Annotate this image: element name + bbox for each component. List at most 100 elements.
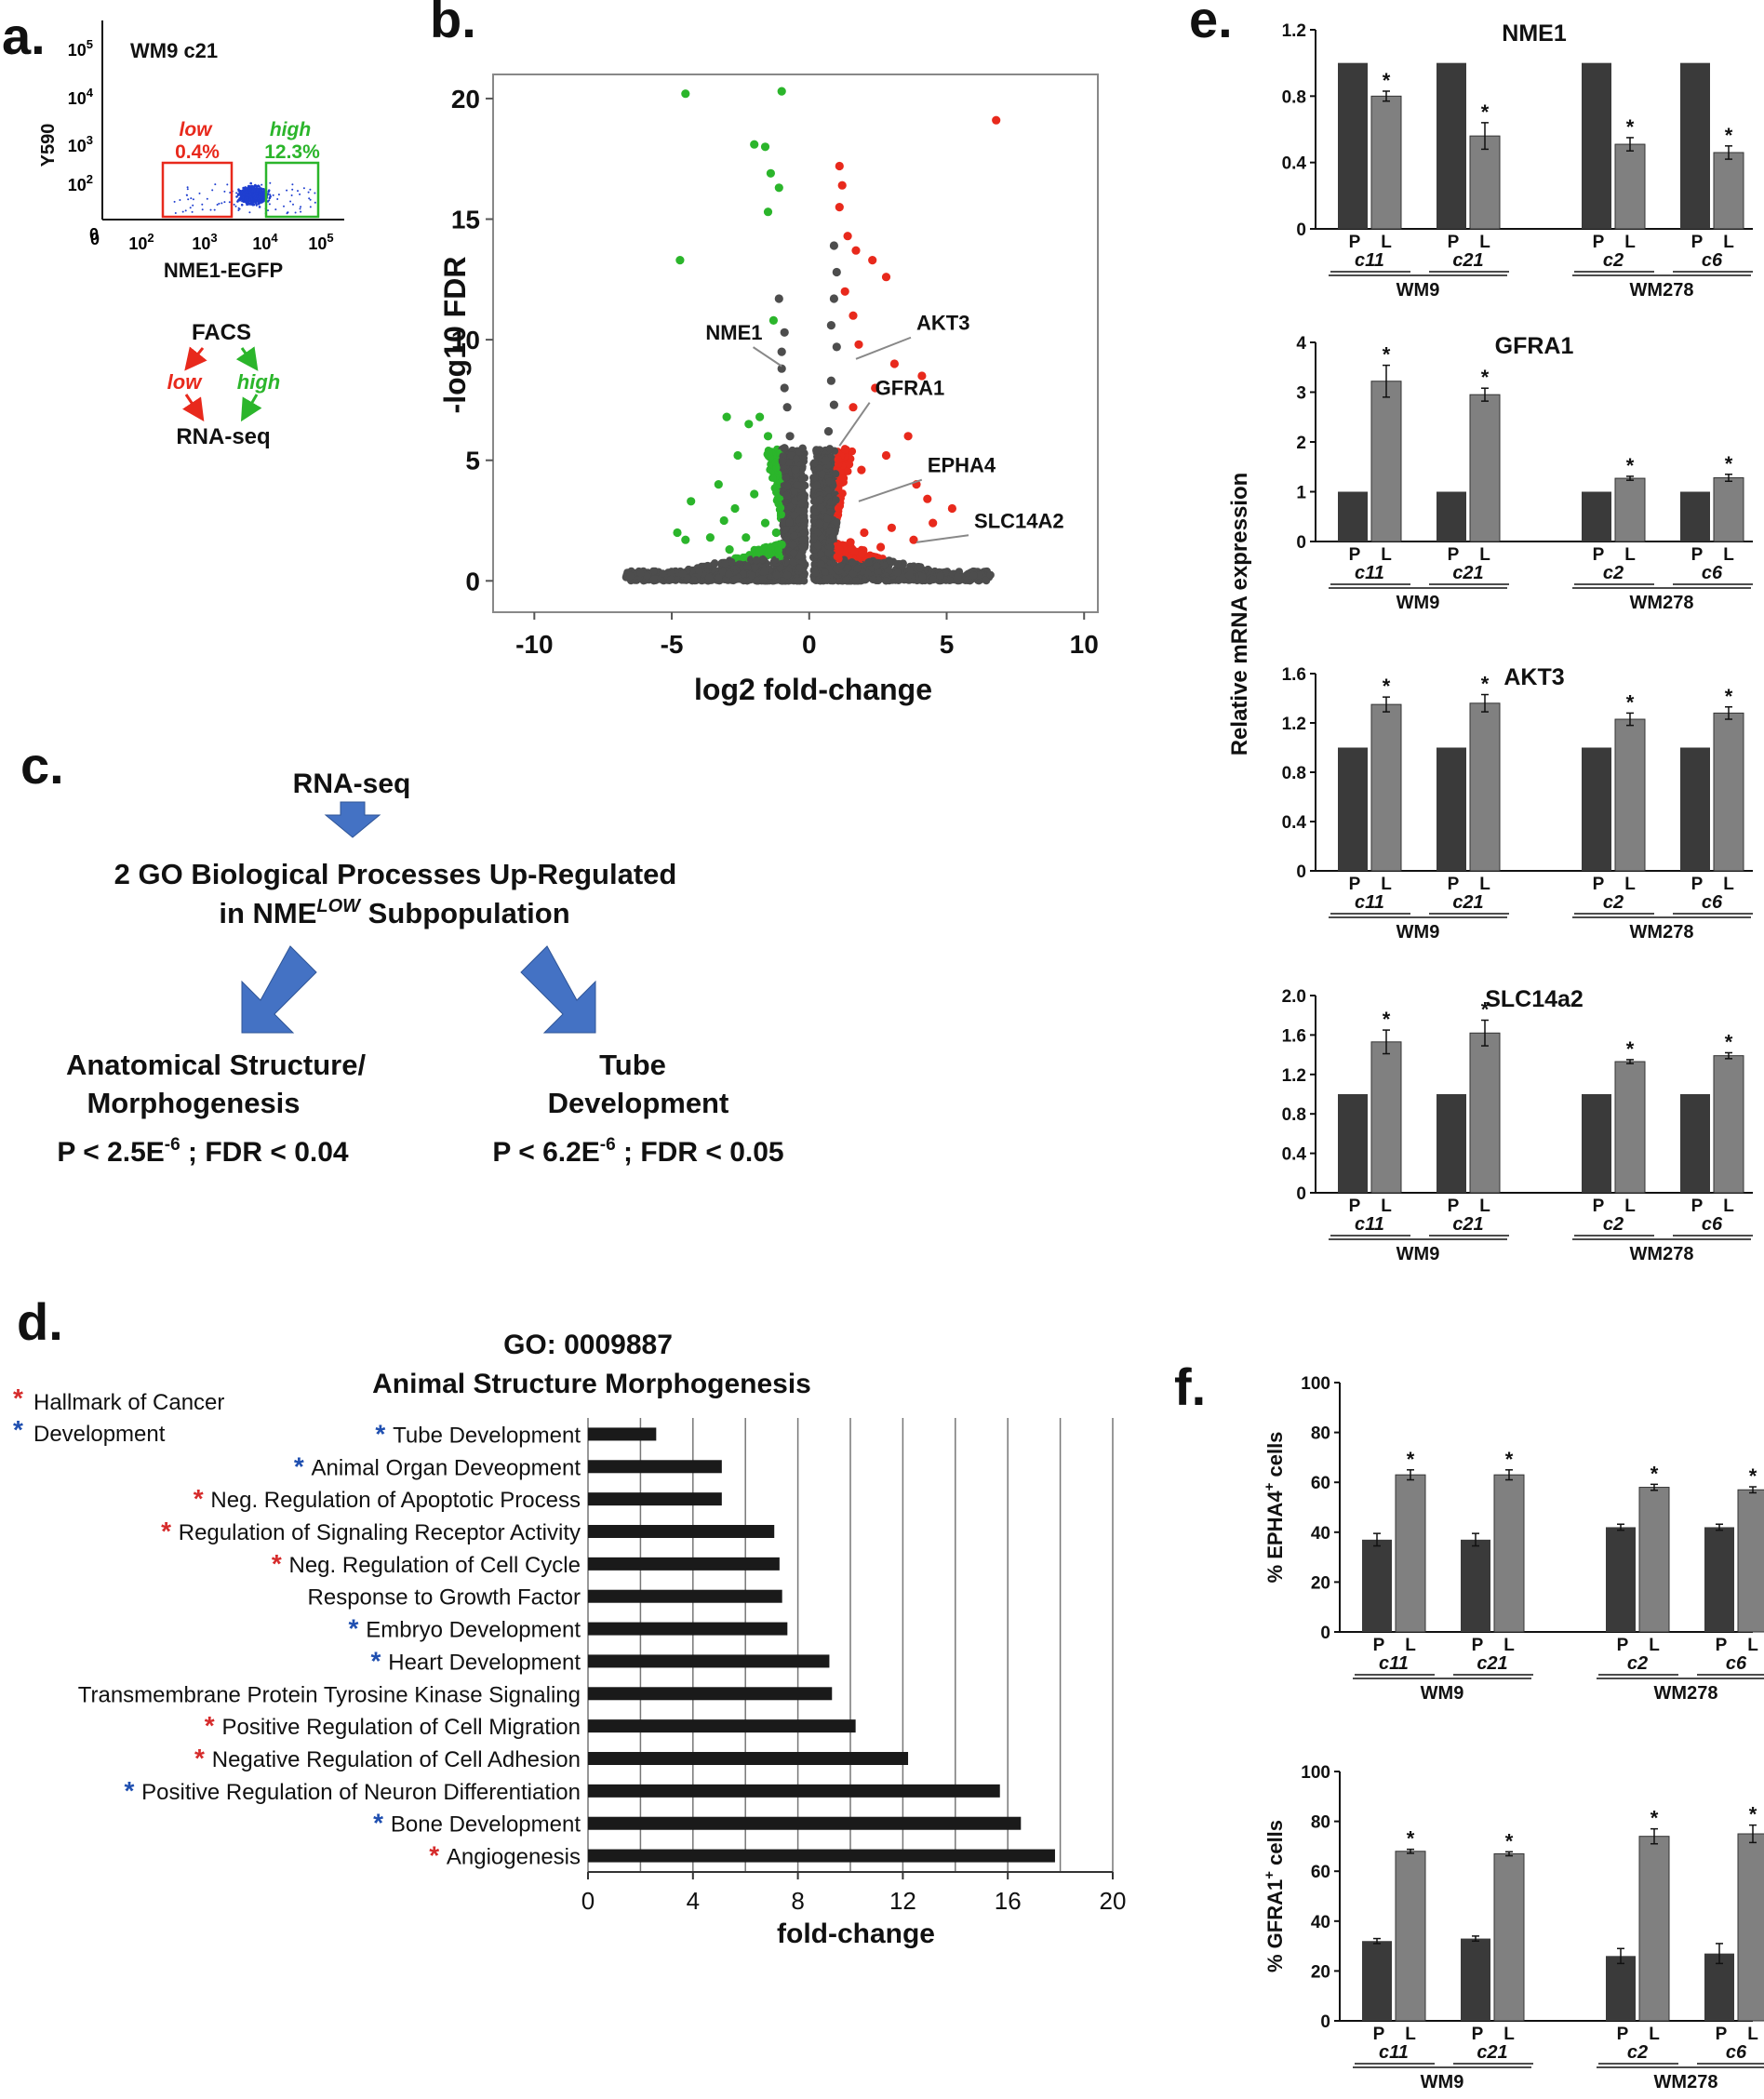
bar-P (1704, 1527, 1734, 1632)
volcano-point-down (763, 207, 773, 217)
ytick-label: 1.2 (1282, 715, 1306, 734)
volcano-point-up (835, 203, 844, 212)
volcano-point-ns (777, 347, 786, 356)
d-star-red: * (272, 1549, 289, 1578)
volcano-point-down (730, 503, 740, 514)
bar-label-L: L (1405, 1636, 1416, 1655)
volcano-bg-point (778, 457, 787, 466)
ytick-label: 60 (1311, 1474, 1330, 1493)
ytick-label: 0 (1296, 1184, 1306, 1204)
bar-label-L: L (1503, 2025, 1515, 2044)
volcano-ytick-label: 15 (451, 206, 480, 234)
significance-star: * (1407, 1448, 1415, 1471)
ytick-label: 0 (1320, 1624, 1330, 1643)
c-left-title2: Morphogenesis (87, 1087, 300, 1119)
bar-label-P: P (1373, 1636, 1385, 1655)
d-category-text: Heart Development (388, 1650, 581, 1675)
d-category-label: * Angiogenesis (429, 1841, 581, 1870)
d-bar (588, 1784, 1000, 1798)
bar-label-L: L (1624, 233, 1636, 252)
c-line2: in NMELOW Subpopulation (219, 896, 569, 929)
volcano-ytick-label: 10 (451, 326, 480, 354)
volcano-bg-point (791, 497, 799, 505)
volcano-point-up (835, 545, 844, 555)
ytick-label: 0 (1320, 2012, 1330, 2032)
volcano-point-down (742, 533, 751, 542)
group-label: WM9 (1421, 1683, 1464, 1704)
flow-event (245, 199, 247, 202)
clone-label: c2 (1603, 1214, 1624, 1235)
flow-event (308, 197, 311, 200)
ytick-label: 0.8 (1282, 764, 1306, 783)
volcano-point-up (887, 523, 897, 532)
significance-star: * (1626, 1037, 1635, 1061)
volcano-bg-point (853, 564, 862, 573)
flow-low-label: low (167, 370, 204, 394)
flow-event (206, 197, 208, 200)
volcano-point-up (909, 535, 918, 544)
d-legend-cancer: Hallmark of Cancer (33, 1390, 224, 1415)
d-category-label: * Regulation of Signaling Receptor Activ… (161, 1517, 581, 1545)
flow-event (213, 208, 216, 211)
d-category-label: * Positive Regulation of Neuron Differen… (124, 1776, 581, 1805)
flow-event (258, 206, 261, 208)
flow-event (252, 194, 255, 197)
bar-P (1582, 1094, 1611, 1193)
bar-label-L: L (1624, 875, 1636, 894)
significance-star: * (1749, 1464, 1757, 1488)
ytick-label: 3 (1296, 384, 1306, 404)
significance-star: * (1481, 100, 1490, 124)
d-xtick-label: 0 (581, 1887, 595, 1915)
volcano-bg-point (812, 481, 821, 489)
volcano-bg-point (834, 552, 843, 560)
volcano-bg-point (822, 575, 831, 583)
flow-dot-cloud (173, 181, 316, 215)
volcano-bg-point (842, 576, 850, 585)
volcano-bg-point (899, 573, 907, 582)
volcano-xtick-label: 5 (940, 630, 955, 659)
flow-xtick-4: 104 (252, 231, 278, 253)
bar-label-P: P (1349, 1197, 1361, 1216)
flow-event (186, 188, 189, 191)
flow-event (247, 191, 249, 194)
d-category-text: Transmembrane Protein Tyrosine Kinase Si… (78, 1682, 581, 1707)
d-xtick-label: 12 (889, 1887, 916, 1915)
volcano-point-ns (829, 241, 839, 250)
f-y-label-b: cells (1263, 1432, 1287, 1483)
bar-label-L: L (1747, 1636, 1758, 1655)
c-line2-sup: LOW (316, 896, 362, 916)
significance-star: * (1725, 124, 1733, 147)
flow-event (179, 199, 181, 201)
flow-event (228, 201, 231, 204)
volcano-bg-point (782, 491, 791, 500)
bar-L (1713, 152, 1744, 230)
volcano-point-up (868, 256, 877, 265)
group-label: WM278 (1654, 2072, 1718, 2092)
volcano-point-ns (829, 400, 839, 409)
volcano-point-up (876, 542, 886, 552)
d-bar (588, 1427, 657, 1441)
d-category-text: Animal Organ Deveopment (312, 1455, 581, 1480)
d-category-label: * Heart Development (371, 1646, 581, 1675)
d-title-line2: Animal Structure Morphogenesis (372, 1369, 811, 1399)
bar-P (1437, 491, 1466, 541)
volcano-bg-point (798, 536, 808, 544)
bar-P (1582, 491, 1611, 541)
ytick-label: 4 (1296, 334, 1306, 354)
flow-event (242, 186, 245, 190)
flow-event (226, 183, 229, 186)
volcano-bg-point (728, 557, 736, 567)
flow-event (189, 207, 192, 209)
flow-xtick-0: 0 (90, 230, 100, 248)
bar-label-L: L (1624, 1197, 1636, 1216)
volcano-bg-point (666, 575, 675, 584)
ytick-label: 0.4 (1282, 1145, 1307, 1165)
c-right-title1: Tube (599, 1049, 666, 1081)
ytick-label: 40 (1311, 1913, 1330, 1932)
d-bar (588, 1687, 833, 1701)
ytick-label: 80 (1311, 1813, 1330, 1833)
d-bar (588, 1460, 722, 1474)
volcano-bg-point (765, 449, 773, 458)
volcano-bg-point (789, 549, 798, 557)
flow-event (259, 194, 261, 196)
